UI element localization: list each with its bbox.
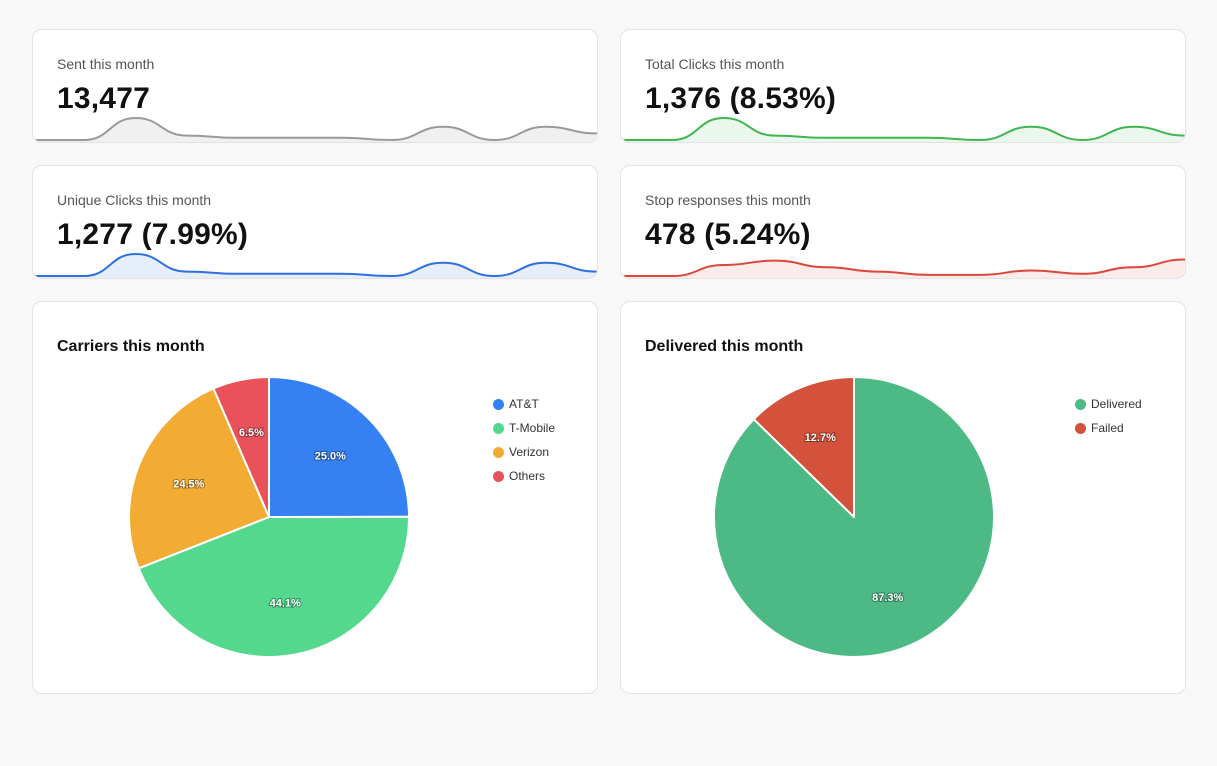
slice-label: 87.3%: [872, 592, 903, 604]
stat-value: 13,477: [57, 82, 150, 115]
legend-swatch: [493, 398, 504, 410]
slice-label: 24.5%: [173, 479, 204, 491]
legend: Delivered Failed: [1075, 392, 1142, 440]
stat-card-sent: Sent this month 13,477: [32, 29, 598, 143]
legend-label: Delivered: [1091, 397, 1142, 411]
chart-card-carriers: Carriers this month 25.0% 44.1% 24.5% 6.5% …: [32, 301, 598, 694]
legend-label: AT&T: [509, 397, 539, 411]
legend-item[interactable]: Failed: [1075, 416, 1142, 440]
pie-chart-delivered: 87.3% 12.7%: [713, 376, 995, 658]
stat-value: 478 (5.24%): [645, 218, 811, 251]
stat-card-stop-responses: Stop responses this month 478 (5.24%): [620, 165, 1186, 279]
slice-label: 12.7%: [805, 432, 836, 444]
stat-label: Unique Clicks this month: [57, 192, 212, 208]
sparkline: [621, 102, 1185, 142]
legend-item[interactable]: AT&T: [493, 392, 555, 416]
slice-label: 25.0%: [315, 451, 346, 463]
legend-swatch: [1075, 398, 1086, 410]
pie-slice[interactable]: [268, 376, 410, 518]
legend-label: T-Mobile: [509, 421, 556, 435]
sparkline-line: [33, 118, 597, 140]
pie-slice[interactable]: [752, 376, 855, 518]
legend-swatch: [493, 446, 504, 458]
stat-value: 1,376 (8.53%): [645, 82, 837, 115]
slice-label: 44.1%: [270, 597, 301, 609]
stat-card-total-clicks: Total Clicks this month 1,376 (8.53%): [620, 29, 1186, 143]
stat-card-unique-clicks: Unique Clicks this month 1,277 (7.99%): [32, 165, 598, 279]
stat-label: Total Clicks this month: [645, 56, 785, 72]
sparkline-area: [33, 118, 597, 142]
sparkline-area: [621, 259, 1185, 278]
stat-value: 1,277 (7.99%): [57, 218, 249, 251]
sparkline-area: [33, 254, 597, 278]
legend-swatch: [493, 422, 504, 434]
legend-label: Failed: [1091, 421, 1124, 435]
stat-label: Stop responses this month: [645, 192, 811, 208]
legend-item[interactable]: T-Mobile: [493, 416, 555, 440]
chart-card-delivered: Delivered this month 87.3% 12.7% Delivere…: [620, 301, 1186, 694]
legend-swatch: [1075, 422, 1086, 434]
sparkline-line: [621, 118, 1185, 140]
sparkline: [621, 238, 1185, 278]
legend-label: Verizon: [509, 445, 550, 459]
pie-slice[interactable]: [212, 376, 270, 518]
legend-item[interactable]: Delivered: [1075, 392, 1142, 416]
stat-label: Sent this month: [57, 56, 155, 72]
legend-label: Others: [509, 469, 546, 483]
slice-label: 6.5%: [239, 427, 264, 439]
sparkline: [33, 102, 597, 142]
legend-swatch: [493, 470, 504, 482]
chart-title: Carriers this month: [57, 338, 205, 355]
sparkline-line: [621, 260, 1185, 277]
sparkline-line: [33, 254, 597, 276]
sparkline-area: [621, 118, 1185, 142]
pie-chart-carriers: 25.0% 44.1% 24.5% 6.5%: [128, 376, 411, 658]
chart-title: Delivered this month: [645, 338, 804, 355]
legend-item[interactable]: Others: [493, 464, 555, 488]
pie-slice[interactable]: [137, 515, 411, 658]
pie-slice[interactable]: [128, 387, 270, 570]
legend-item[interactable]: Verizon: [493, 440, 555, 464]
legend: AT&T T-Mobile Verizon Others: [493, 392, 555, 488]
sparkline: [33, 238, 597, 278]
